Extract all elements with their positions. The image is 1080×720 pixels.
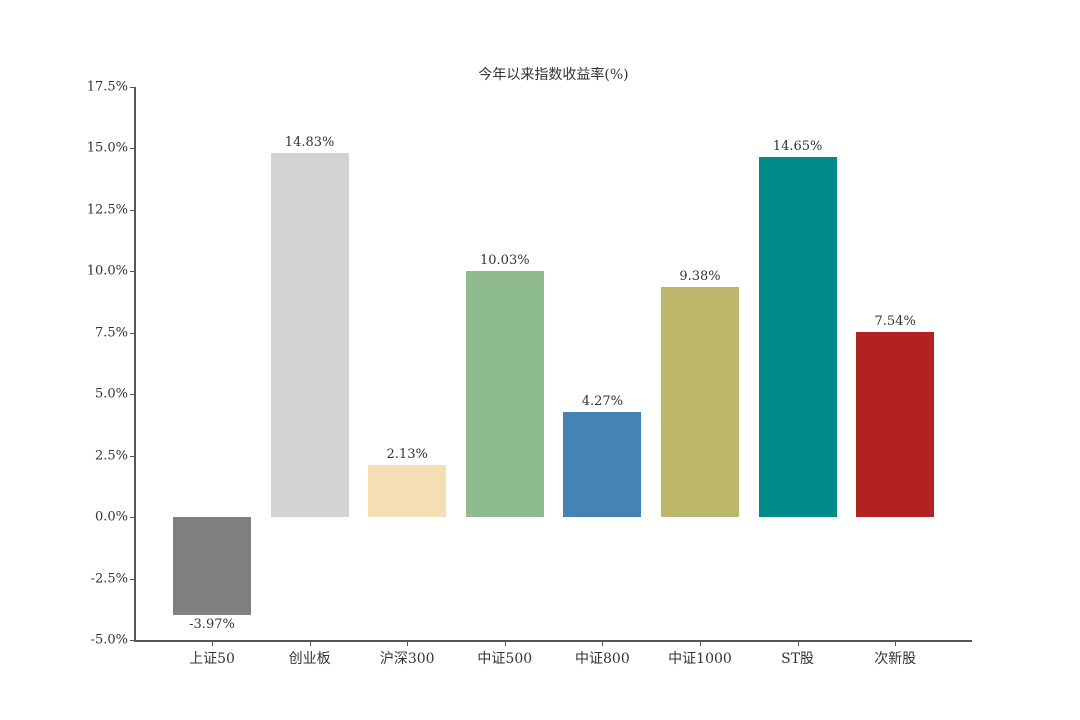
y-tick — [130, 517, 135, 519]
x-tick — [407, 641, 409, 646]
x-tick — [212, 641, 213, 646]
bar-value-label: 7.54% — [874, 313, 916, 329]
y-tick-label: -2.5% — [90, 571, 128, 587]
y-tick-label: 12.5% — [86, 202, 128, 218]
x-tick — [895, 641, 897, 646]
bar-value-label: 4.27% — [581, 394, 624, 410]
y-axis — [134, 87, 136, 641]
chart-title: 今年以来指数收益率(%) — [478, 67, 629, 83]
bar-value-label: 9.38% — [679, 268, 721, 284]
bar-value-label: -3.97% — [189, 616, 235, 632]
x-tick-label: 中证1000 — [668, 651, 732, 667]
bar — [661, 286, 739, 518]
y-tick-label: 0.0% — [94, 509, 128, 525]
y-tick — [130, 209, 135, 211]
bar — [465, 270, 544, 518]
x-tick — [602, 641, 604, 646]
bar-value-label: 14.83% — [284, 134, 335, 150]
bar-value-label: 10.03% — [480, 252, 530, 268]
bar — [173, 517, 251, 615]
y-tick-label: 5.0% — [94, 386, 128, 402]
y-tick — [130, 332, 135, 334]
y-tick — [130, 271, 135, 273]
x-tick-label: 次新股 — [874, 651, 917, 667]
bar — [856, 331, 935, 518]
x-tick-label: 中证500 — [477, 651, 533, 667]
x-tick — [504, 641, 506, 646]
bar — [270, 152, 349, 518]
y-tick-label: 17.5% — [86, 79, 128, 95]
y-tick — [130, 640, 135, 641]
y-tick-label: 7.5% — [94, 325, 128, 341]
x-tick-label: 中证800 — [575, 651, 630, 667]
x-axis — [134, 640, 972, 642]
y-tick-label: 10.0% — [86, 263, 128, 279]
y-tick-label: -5.0% — [90, 632, 128, 648]
x-tick-label: 沪深300 — [379, 651, 435, 667]
bar — [563, 412, 642, 518]
y-tick — [130, 87, 135, 88]
x-tick — [309, 641, 311, 646]
x-tick — [797, 641, 799, 646]
x-tick — [700, 641, 701, 646]
x-tick-label: ST股 — [781, 651, 815, 667]
bar-value-label: 14.65% — [772, 139, 823, 155]
y-tick — [130, 578, 135, 580]
x-tick-label: 上证50 — [189, 651, 235, 667]
bar-value-label: 2.13% — [386, 446, 428, 462]
y-tick-label: 2.5% — [94, 448, 128, 464]
y-tick — [130, 455, 135, 457]
bar — [758, 157, 837, 518]
x-tick-label: 创业板 — [288, 651, 331, 667]
y-tick-label: 15.0% — [86, 140, 128, 156]
bar — [368, 464, 447, 518]
y-tick — [130, 148, 135, 150]
y-tick — [130, 394, 135, 396]
